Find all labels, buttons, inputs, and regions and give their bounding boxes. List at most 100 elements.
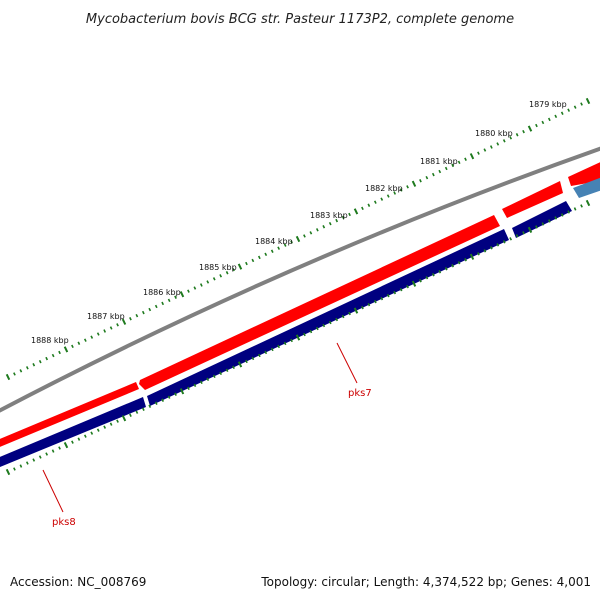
tick-mark [502, 240, 506, 244]
tick-mark [419, 179, 422, 183]
tick-mark [116, 323, 119, 327]
tick-mark [483, 148, 487, 152]
tick-mark [431, 172, 435, 177]
tick-mark [348, 212, 351, 217]
tick-mark [380, 197, 384, 201]
tick-mark [560, 213, 564, 217]
tick-mark [45, 356, 49, 361]
map-title: Mycobacterium bovis BCG str. Pasteur 117… [86, 12, 514, 27]
tick-marks [5, 97, 591, 476]
tick-mark [315, 326, 319, 331]
tick-mark [270, 347, 274, 352]
tick-mark [212, 374, 216, 379]
tick-mark [199, 283, 203, 287]
tick-mark [71, 344, 74, 349]
tick-mark [283, 341, 287, 346]
tick-mark [444, 166, 448, 171]
tick-mark [509, 237, 513, 241]
tick-mark [309, 231, 313, 235]
tick-mark [63, 441, 69, 449]
tick-mark [232, 365, 235, 370]
tick-mark [25, 366, 29, 370]
tick-mark [51, 449, 55, 453]
tick-mark [96, 428, 100, 432]
genome-track [0, 146, 600, 467]
tick-mark [585, 199, 591, 207]
summary-text: Topology: circular; Length: 4,374,522 bp… [260, 575, 591, 589]
tick-mark [527, 226, 533, 234]
tick-mark [315, 228, 319, 232]
tick-mark [425, 175, 429, 180]
tick-mark [419, 279, 422, 283]
tick-mark [380, 296, 384, 301]
tick-mark [77, 341, 81, 345]
tick-mark [522, 231, 525, 235]
tick-mark [367, 302, 371, 307]
tick-mark [386, 194, 390, 198]
tick-mark [469, 253, 475, 260]
scale-label: 1880 kbp [475, 129, 513, 138]
tick-mark [187, 386, 190, 391]
tick-mark [373, 200, 377, 204]
tick-mark [83, 434, 87, 438]
tick-mark [464, 258, 467, 262]
tick-mark [167, 395, 171, 399]
tick-mark [19, 369, 23, 373]
tick-mark [502, 139, 506, 143]
tick-mark [580, 102, 583, 106]
tick-mark [187, 289, 190, 293]
gene-label-leader [42, 469, 64, 513]
tick-mark [90, 335, 94, 339]
tick-mark [477, 151, 480, 155]
tick-mark [264, 252, 268, 257]
scale-label: 1882 kbp [365, 184, 403, 193]
tick-mark [277, 344, 281, 349]
tick-mark [135, 410, 139, 414]
tick-mark [116, 419, 119, 423]
tick-mark [411, 280, 417, 287]
tick-mark [515, 234, 519, 238]
tick-mark [264, 350, 268, 355]
reverse-cds-pks7 [147, 229, 509, 406]
tick-mark [373, 299, 377, 304]
tick-mark [489, 246, 493, 250]
tick-mark [509, 136, 513, 140]
tick-mark [393, 191, 397, 195]
tick-mark [32, 363, 36, 367]
tick-mark [585, 97, 591, 105]
tick-mark [361, 305, 364, 310]
tick-mark [515, 133, 519, 137]
genome-backbone [0, 146, 600, 413]
tick-mark [51, 353, 55, 358]
gene-label-pks7: pks7 [348, 388, 372, 399]
scale-label: 1886 kbp [143, 288, 181, 297]
tick-mark [13, 372, 16, 376]
tick-mark [328, 320, 332, 325]
tick-mark [219, 371, 223, 376]
tick-mark [25, 461, 29, 465]
tick-mark [451, 163, 455, 168]
forward-cds-b [568, 162, 600, 186]
tick-mark [406, 284, 409, 289]
tick-mark [193, 383, 197, 388]
tick-mark [367, 203, 371, 207]
tick-mark [290, 240, 293, 244]
tick-mark [206, 377, 210, 382]
tick-mark [547, 117, 551, 122]
tick-mark [431, 273, 435, 277]
scale-label: 1883 kbp [310, 211, 348, 220]
forward-cds-pks7 [139, 215, 500, 390]
reverse-cds-c [512, 201, 572, 238]
tick-mark [322, 225, 326, 229]
tick-mark [71, 440, 74, 444]
tick-mark [148, 404, 152, 408]
tick-mark [174, 392, 177, 396]
tick-mark [489, 145, 493, 149]
tick-mark [5, 373, 11, 381]
gene-label-pks8: pks8 [52, 517, 76, 528]
tick-mark [167, 298, 171, 303]
tick-mark [527, 125, 533, 132]
tick-mark [469, 153, 475, 160]
tick-mark [225, 368, 229, 373]
